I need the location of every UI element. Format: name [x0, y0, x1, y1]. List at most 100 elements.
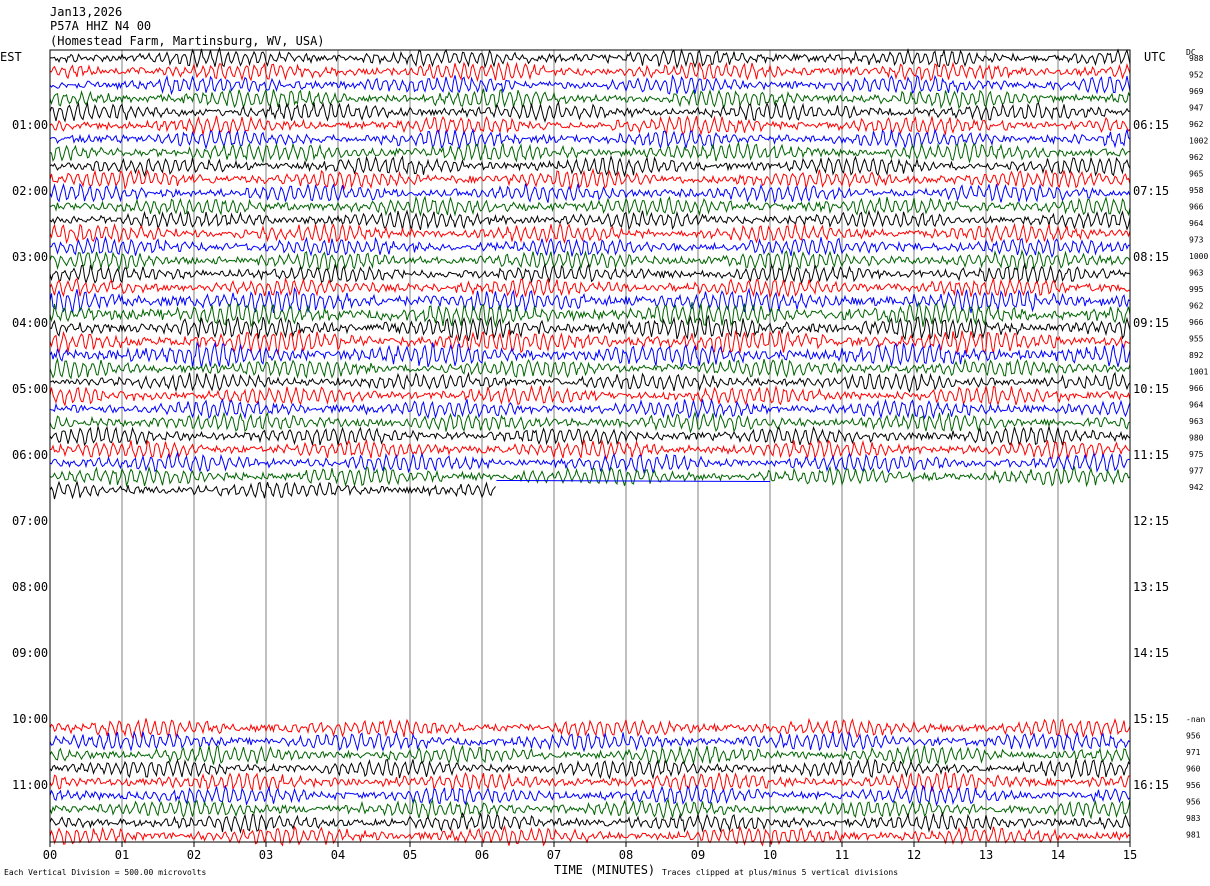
dc-column-label: DC	[1186, 48, 1196, 57]
trace-block1	[49, 61, 1131, 83]
dc-offset-value: 947	[1189, 104, 1204, 113]
dc-offset-value: 958	[1189, 186, 1204, 195]
dc-offset-value: 965	[1189, 170, 1204, 179]
trace-block1	[49, 371, 1131, 394]
header-location: (Homestead Farm, Martinsburg, WV, USA)	[50, 34, 325, 48]
trace-block1	[49, 450, 1131, 475]
x-tick-label: 04	[331, 848, 345, 862]
dc-offset-value: 955	[1189, 335, 1204, 344]
trace-block2	[49, 744, 1131, 766]
x-tick-label: 13	[979, 848, 993, 862]
hour-label-right: 14:15	[1133, 646, 1169, 660]
x-axis-title: TIME (MINUTES)	[554, 863, 656, 877]
trace-block1	[49, 286, 1131, 315]
trace-block1	[49, 398, 1131, 420]
dc-offset-value: 962	[1189, 120, 1204, 129]
x-tick-label: 02	[187, 848, 201, 862]
trace-block1	[49, 74, 1131, 96]
seismic-traces	[49, 46, 1131, 847]
dc-offset-value: -nan	[1186, 715, 1205, 724]
hour-label-left: 02:00	[12, 184, 48, 198]
x-tick-label: 12	[907, 848, 921, 862]
hour-label-right: 08:15	[1133, 250, 1169, 264]
trace-block1	[49, 88, 1131, 110]
trace-block1	[49, 438, 1131, 461]
trace-block1	[49, 341, 1131, 368]
hour-label-left: 03:00	[12, 250, 48, 264]
clip-note: Traces clipped at plus/minus 5 vertical …	[662, 868, 899, 877]
hour-label-left: 10:00	[12, 712, 48, 726]
dc-offset-value: 966	[1189, 318, 1204, 327]
trace-block1	[49, 425, 1131, 447]
header-date: Jan13,2026	[50, 5, 123, 19]
dc-offset-value: 980	[1189, 434, 1204, 443]
dc-offset-value: 988	[1189, 54, 1204, 63]
trace-block1	[49, 46, 1131, 69]
hour-label-right: 10:15	[1133, 382, 1169, 396]
trace-block1	[49, 154, 1131, 178]
trace-block1	[49, 465, 1131, 488]
trace-block2	[49, 784, 1131, 807]
dc-offset-value: 971	[1186, 748, 1201, 757]
dc-offset-value: 960	[1186, 765, 1201, 774]
x-tick-label: 06	[475, 848, 489, 862]
dc-offset-value: 1001	[1189, 368, 1208, 377]
dc-offset-value: 956	[1186, 732, 1201, 741]
dc-offset-value: 995	[1189, 285, 1204, 294]
trace-block1	[49, 410, 1131, 434]
trace-block2	[49, 730, 1131, 753]
trace-block1	[49, 235, 1131, 259]
dc-offset-value: 962	[1189, 302, 1204, 311]
header-station: P57A HHZ N4 00	[50, 19, 152, 33]
trace-block1	[49, 127, 1131, 151]
right-timezone-label: UTC	[1144, 50, 1166, 64]
plot-frame	[49, 49, 1131, 843]
x-tick-label: 03	[259, 848, 273, 862]
hour-label-left: 05:00	[12, 382, 48, 396]
x-tick-label: 00	[43, 848, 57, 862]
x-tick-label: 14	[1051, 848, 1065, 862]
dc-offset-value: 977	[1189, 467, 1204, 476]
dc-offset-value: 973	[1189, 236, 1204, 245]
hour-label-left: 09:00	[12, 646, 48, 660]
trace-block1	[49, 182, 1131, 204]
trace-block2	[49, 797, 1131, 820]
x-tick-label: 09	[691, 848, 705, 862]
dc-offset-value: 966	[1189, 203, 1204, 212]
hour-label-left: 04:00	[12, 316, 48, 330]
hour-label-left: 08:00	[12, 580, 48, 594]
trace-block1	[49, 262, 1131, 285]
trace-block1	[49, 167, 1131, 191]
dc-offset-value: 892	[1189, 351, 1204, 360]
x-tick-label: 05	[403, 848, 417, 862]
dc-offset-value: 956	[1186, 798, 1201, 807]
dc-offset-value: 1002	[1189, 137, 1208, 146]
trace-block2	[49, 758, 1131, 780]
dc-offset-value: 1000	[1189, 252, 1208, 261]
trace-block1	[49, 480, 496, 500]
hour-label-right: 15:15	[1133, 712, 1169, 726]
trace-block1	[49, 248, 1131, 273]
dc-offset-value: 969	[1189, 87, 1204, 96]
trace-block2	[49, 824, 1131, 847]
x-tick-marks	[49, 842, 1131, 847]
trace-block2	[49, 771, 1131, 793]
trace-block1	[49, 209, 1131, 231]
trace-block2	[49, 717, 1131, 739]
x-tick-label: 07	[547, 848, 561, 862]
dc-offset-value: 964	[1189, 219, 1204, 228]
hour-label-right: 09:15	[1133, 316, 1169, 330]
trace-block1	[49, 300, 1131, 329]
trace-block1	[49, 315, 1131, 342]
hour-label-left: 07:00	[12, 514, 48, 528]
dc-offset-value: 956	[1186, 781, 1201, 790]
dc-offset-value: 981	[1186, 831, 1201, 840]
x-tick-label: 08	[619, 848, 633, 862]
trace-block1	[49, 101, 1131, 123]
dc-offset-value: 952	[1189, 71, 1204, 80]
trace-block1	[49, 195, 1131, 218]
hour-label-right: 11:15	[1133, 448, 1169, 462]
dc-offset-value: 942	[1189, 483, 1204, 492]
hour-label-left: 11:00	[12, 778, 48, 792]
